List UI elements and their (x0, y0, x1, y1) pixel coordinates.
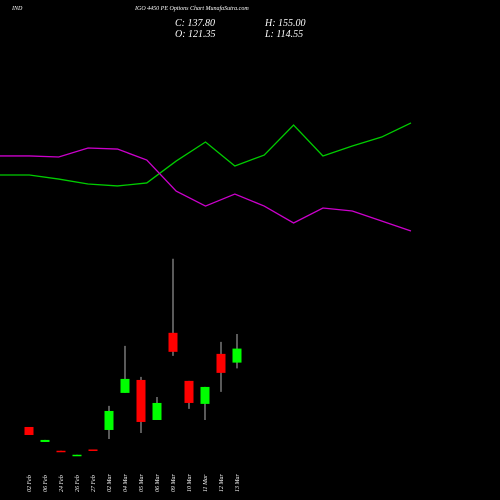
x-tick-label: 13 Mar (235, 474, 241, 492)
x-tick-label: 24 Feb (58, 475, 65, 492)
x-tick-label: 11 Mar (203, 474, 209, 492)
indicator-line (0, 122, 412, 187)
x-tick-label: 02 Feb (27, 475, 33, 492)
x-tick-label: 26 Feb (75, 475, 81, 492)
open-label: O: 121.35 (175, 29, 216, 40)
candle-body (120, 378, 130, 393)
high-label: H: 155.00 (264, 18, 306, 29)
candle-body (88, 449, 98, 451)
candle-body (24, 426, 34, 435)
low-label: L: 114.55 (264, 29, 303, 40)
x-tick-label: 12 Mar (219, 474, 225, 492)
candle-body (152, 402, 162, 420)
candle-body (200, 386, 210, 404)
candle-body (40, 439, 50, 442)
x-tick-label: 27 Feb (91, 475, 97, 492)
candle-body (72, 454, 82, 457)
chart-title: IGO 4450 PE Options Chart MunafaSutra.co… (134, 5, 249, 12)
close-label: C: 137.80 (175, 18, 215, 29)
x-tick-label: 05 Mar (139, 474, 145, 492)
x-tick-label: 06 Feb (43, 475, 49, 492)
x-tick-label: 04 Mar (122, 474, 129, 492)
x-tick-label: 02 Mar (107, 474, 113, 492)
indicator-line (0, 147, 412, 232)
candle-body (104, 410, 114, 430)
candle-body (56, 450, 66, 453)
x-tick-label: 06 Mar (155, 474, 161, 492)
candle-body (232, 348, 242, 363)
x-tick-label: 10 Mar (187, 474, 193, 492)
candle-body (136, 379, 146, 422)
symbol: IND (11, 6, 23, 12)
candle-body (216, 353, 226, 373)
candle-body (184, 380, 194, 403)
candle-body (168, 332, 178, 352)
x-tick-label: 09 Mar (171, 474, 177, 492)
